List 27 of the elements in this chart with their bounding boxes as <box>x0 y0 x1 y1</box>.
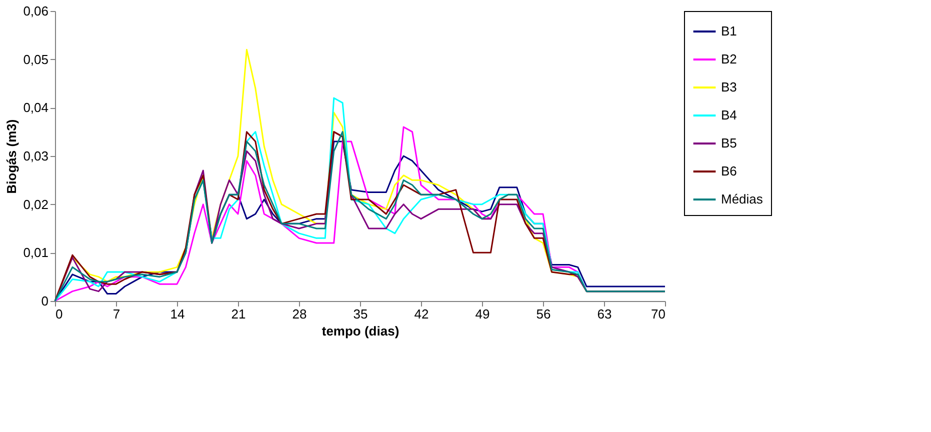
legend-label: B3 <box>721 80 737 94</box>
x-tick-label: 14 <box>170 306 185 322</box>
x-tick-label: 42 <box>414 306 429 322</box>
y-tick-label: 0,04 <box>23 100 48 116</box>
legend-label: B6 <box>721 164 737 178</box>
legend-label: Médias <box>721 192 764 206</box>
x-tick-label: 0 <box>56 306 63 322</box>
legend-label: B2 <box>721 52 737 66</box>
x-tick-label: 63 <box>597 306 612 322</box>
x-tick-label: 7 <box>112 306 120 322</box>
y-axis-title: Biogás (m3) <box>4 119 20 194</box>
x-tick-label: 28 <box>292 306 307 322</box>
legend-label: B4 <box>721 108 737 122</box>
legend-label: B5 <box>721 136 737 150</box>
y-tick-label: 0,02 <box>23 196 48 212</box>
y-tick-label: 0,05 <box>23 52 48 67</box>
y-tick-label: 0,06 <box>23 4 48 18</box>
x-tick-label: 70 <box>651 306 666 322</box>
x-axis-title: tempo (dias) <box>322 324 400 338</box>
x-tick-label: 21 <box>231 306 246 322</box>
x-tick-label: 35 <box>353 306 368 322</box>
y-tick-label: 0,01 <box>23 245 48 260</box>
y-tick-label: 0,03 <box>23 148 48 164</box>
legend-label: B1 <box>721 24 737 38</box>
y-tick-label: 0 <box>41 294 48 308</box>
x-tick-label: 49 <box>475 306 490 322</box>
x-tick-label: 56 <box>536 306 551 322</box>
